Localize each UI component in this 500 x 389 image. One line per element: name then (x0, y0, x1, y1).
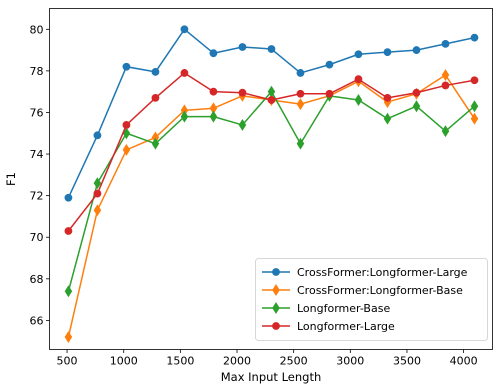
data-point (64, 193, 73, 202)
data-point (470, 112, 479, 125)
x-tick-label: 2000 (223, 355, 251, 368)
data-point (470, 76, 479, 85)
data-point (93, 189, 102, 198)
x-tick-label: 3500 (393, 355, 421, 368)
legend-marker (272, 302, 280, 314)
data-point (325, 89, 334, 98)
data-point (180, 110, 189, 123)
data-point (441, 39, 450, 48)
data-point (238, 118, 247, 131)
x-tick-label: 1500 (166, 355, 194, 368)
data-point (383, 112, 392, 125)
data-point (180, 25, 189, 34)
data-point (238, 43, 247, 51)
data-point (383, 94, 392, 102)
y-axis: 66 68 70 72 74 76 78 80 (30, 23, 50, 327)
legend-marker (272, 284, 280, 296)
data-point (412, 46, 421, 54)
data-point (441, 69, 450, 81)
data-point (151, 94, 160, 102)
y-tick-label: 68 (30, 273, 44, 286)
legend-marker (272, 268, 280, 276)
y-tick-label: 78 (30, 65, 44, 78)
data-point (238, 88, 247, 97)
series-layer (64, 25, 479, 343)
data-point (296, 137, 305, 150)
data-point (151, 137, 160, 150)
y-tick-label: 76 (30, 106, 44, 119)
data-point (296, 98, 305, 111)
data-point (93, 177, 102, 190)
data-point (122, 62, 131, 71)
data-point (267, 96, 276, 104)
data-point (64, 227, 73, 235)
data-point (64, 331, 73, 343)
series-3 (64, 69, 479, 235)
data-point (296, 69, 305, 77)
data-point (209, 110, 218, 123)
y-axis-label: F1 (4, 172, 18, 186)
data-point (209, 87, 218, 96)
legend-frame (255, 258, 488, 341)
data-point (354, 50, 363, 59)
data-point (441, 125, 450, 138)
data-point (180, 69, 189, 77)
y-tick-label: 72 (30, 190, 44, 203)
x-axis-label: Max Input Length (221, 370, 322, 384)
data-point (122, 143, 131, 156)
data-point (383, 48, 392, 57)
data-point (354, 94, 363, 106)
data-point (325, 60, 334, 69)
series-2 (64, 85, 479, 298)
data-point (412, 88, 421, 97)
x-tick-label: 2500 (280, 355, 308, 368)
x-tick-label: 500 (57, 355, 78, 368)
data-point (470, 100, 479, 113)
legend: CrossFormer:Longformer-Large CrossFormer:… (255, 258, 488, 341)
data-point (122, 121, 131, 129)
data-point (93, 204, 102, 217)
legend-label: CrossFormer:Longformer-Base (297, 284, 463, 297)
data-point (209, 49, 218, 58)
series-line (67, 28, 475, 199)
y-tick-label: 74 (30, 148, 44, 161)
x-tick-label: 4000 (450, 355, 478, 368)
data-point (267, 45, 276, 53)
x-tick-label: 3000 (336, 355, 364, 368)
legend-label: Longformer-Large (297, 320, 395, 333)
data-point (412, 100, 421, 113)
data-point (354, 75, 363, 84)
data-point (93, 131, 102, 140)
y-tick-label: 70 (30, 231, 44, 244)
data-point (470, 33, 479, 42)
data-point (151, 68, 160, 76)
y-tick-label: 66 (30, 314, 44, 327)
x-tick-label: 1000 (110, 355, 138, 368)
x-axis: 500 1000 1500 2000 2500 3000 3500 4000 (57, 349, 478, 368)
legend-label: CrossFormer:Longformer-Large (297, 266, 468, 279)
data-point (296, 89, 305, 98)
data-point (441, 81, 450, 90)
legend-label: Longformer-Base (297, 302, 390, 315)
plot-frame (49, 8, 493, 350)
data-point (64, 285, 73, 298)
legend-marker (272, 322, 280, 330)
series-0 (64, 25, 479, 202)
y-tick-label: 80 (30, 23, 44, 36)
